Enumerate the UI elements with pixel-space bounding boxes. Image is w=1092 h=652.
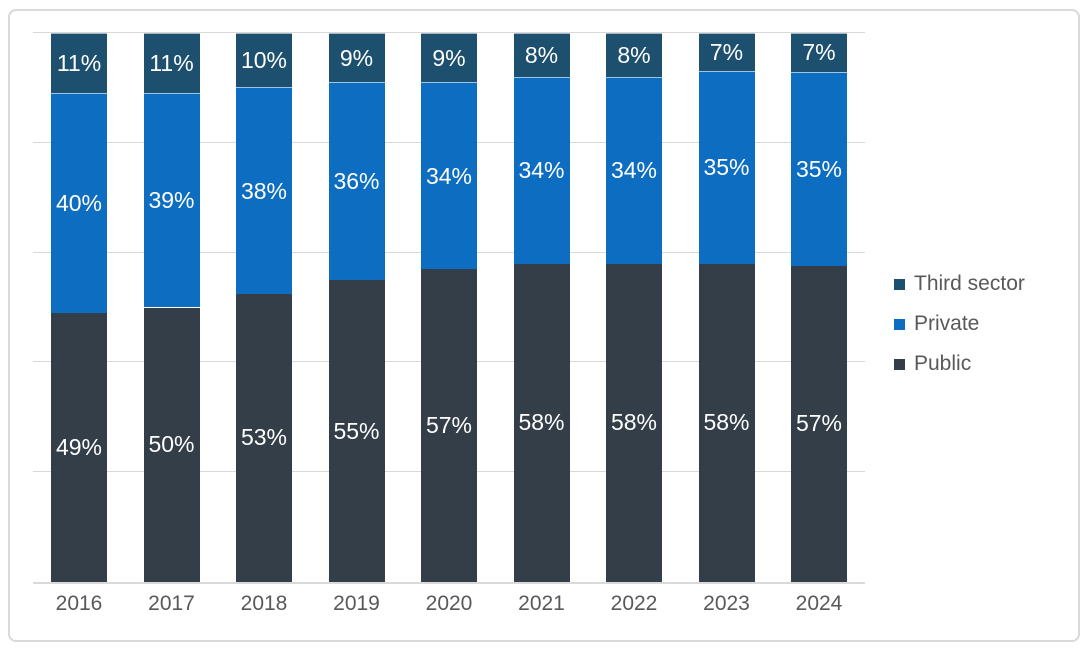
data-label: 34%	[518, 157, 565, 184]
bar-2016-third-sector: 11%	[51, 33, 107, 94]
data-label: 35%	[703, 154, 750, 181]
data-label: 34%	[610, 157, 658, 184]
data-label: 9%	[432, 44, 466, 71]
bar-2023-private: 35%	[698, 71, 755, 264]
legend-swatch-icon	[894, 278, 905, 290]
bar-2016-private: 40%	[51, 93, 107, 313]
bar-2019-public: 55%	[328, 280, 385, 582]
bar-2024-private: 35%	[791, 71, 847, 266]
bar-2022-public: 58%	[606, 263, 662, 582]
bar-2020-third-sector: 9%	[421, 33, 477, 83]
bar-2017-public: 50%	[143, 307, 200, 582]
legend-item-private: Private	[894, 312, 1025, 336]
bar-2021-private: 34%	[513, 76, 570, 264]
data-label: 58%	[518, 409, 565, 436]
x-tick-2020: 2020	[425, 592, 473, 615]
data-label: 35%	[795, 155, 843, 182]
bar-2023-third-sector: 7%	[698, 33, 755, 72]
bar-2018-private: 38%	[236, 87, 292, 294]
data-label: 36%	[333, 168, 380, 195]
bar-2022-third-sector: 8%	[606, 33, 662, 77]
data-label: 55%	[333, 417, 380, 444]
x-tick-2018: 2018	[240, 592, 288, 615]
bar-2018-third-sector: 10%	[236, 33, 292, 88]
x-tick-2019: 2019	[333, 592, 380, 615]
data-label: 38%	[240, 177, 288, 204]
data-label: 11%	[56, 50, 102, 77]
bar-2017-third-sector: 11%	[143, 33, 200, 94]
bar-2020-public: 57%	[421, 269, 477, 582]
bar-2016-public: 49%	[51, 312, 107, 582]
x-tick-2022: 2022	[610, 592, 658, 615]
chart-legend: Third sector Private Public	[894, 272, 1025, 392]
data-label: 34%	[425, 162, 473, 189]
data-label: 8%	[524, 41, 559, 68]
data-label: 58%	[703, 409, 750, 436]
legend-item-public: Public	[894, 352, 1025, 376]
data-label: 10%	[240, 47, 288, 74]
legend-label: Private	[914, 312, 980, 335]
data-label: 50%	[148, 431, 195, 458]
data-label: 40%	[55, 190, 103, 217]
x-tick-2021: 2021	[518, 592, 565, 615]
legend-label: Public	[914, 352, 972, 375]
bar-2024-third-sector: 7%	[791, 33, 847, 72]
legend-swatch-icon	[894, 318, 905, 330]
x-tick-2017: 2017	[148, 592, 195, 615]
bar-2024-public: 57%	[791, 265, 847, 582]
data-label: 7%	[802, 39, 836, 66]
data-label: 57%	[425, 412, 473, 439]
bar-2021-third-sector: 8%	[513, 33, 570, 77]
bar-2023-public: 58%	[698, 263, 755, 582]
data-label: 58%	[610, 409, 658, 436]
legend-swatch-icon	[894, 358, 905, 370]
data-label: 8%	[617, 41, 651, 68]
data-label: 11%	[149, 50, 194, 77]
data-label: 9%	[339, 44, 374, 71]
legend-label: Third sector	[914, 272, 1025, 295]
bar-2022-private: 34%	[606, 76, 662, 264]
data-label: 57%	[795, 410, 843, 437]
data-label: 53%	[240, 424, 288, 451]
legend-item-third-sector: Third sector	[894, 272, 1025, 296]
data-label: 39%	[148, 187, 195, 214]
bar-2020-private: 34%	[421, 82, 477, 270]
x-tick-2023: 2023	[703, 592, 750, 615]
data-label: 7%	[709, 39, 744, 66]
data-label: 49%	[55, 433, 103, 460]
x-axis-line	[33, 582, 865, 584]
x-tick-2024: 2024	[795, 592, 843, 615]
x-tick-2016: 2016	[55, 592, 103, 615]
gridline-100pct	[33, 32, 865, 33]
bar-2019-third-sector: 9%	[328, 33, 385, 83]
bar-2021-public: 58%	[513, 263, 570, 582]
bar-2017-private: 39%	[143, 93, 200, 308]
bar-2018-public: 53%	[236, 293, 292, 582]
bar-2019-private: 36%	[328, 82, 385, 281]
